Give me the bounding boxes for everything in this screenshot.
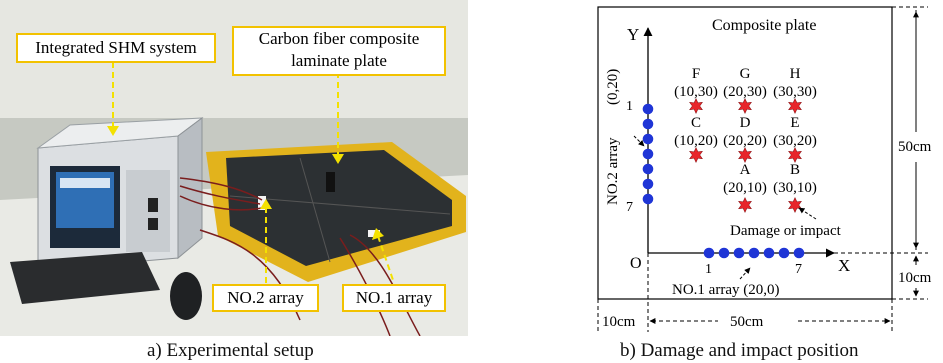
damage-star-b: [787, 196, 803, 214]
pointer-arrowheads: [107, 126, 384, 240]
array2-sensor: [642, 118, 654, 130]
plate-title: Composite plate: [712, 17, 816, 34]
damage-impact-label: Damage or impact: [730, 223, 842, 239]
array2-sensor: [642, 148, 654, 160]
point-coord-h: (30,30): [773, 84, 817, 100]
point-coord-e: (30,20): [773, 133, 817, 149]
plate-schematic: Composite plate Y X O 50cm 10cm 10cm 50c…: [597, 6, 932, 332]
shm-system-label: Integrated SHM system: [16, 33, 216, 63]
array2-first-index: 1: [626, 99, 633, 114]
damage-star-e: [787, 146, 803, 164]
array2-label: NO.2 array: [605, 137, 621, 205]
caption-experimental-setup: a) Experimental setup: [147, 340, 314, 361]
point-id-g: G: [740, 66, 751, 82]
damage-star-h: [787, 97, 803, 115]
array1-sensors: [703, 247, 805, 259]
array1-sensor: [718, 247, 730, 259]
plate-outline: [597, 6, 893, 300]
array1-label: NO.1 array (20,0): [672, 282, 779, 298]
array2-sensor: [642, 193, 654, 205]
damage-position-diagram: Composite plate Y X O 50cm 10cm 10cm 50c…: [580, 0, 943, 340]
point-coord-c: (10,20): [674, 133, 718, 149]
array1-sensor: [793, 247, 805, 259]
damage-star-c: [688, 146, 704, 164]
composite-plate: [206, 142, 466, 282]
point-id-h: H: [790, 66, 801, 82]
experimental-setup-photo: Integrated SHM system Carbon fiber compo…: [0, 0, 468, 337]
array1-sensor: [763, 247, 775, 259]
dim-10cm-bottom: 10cm: [602, 314, 636, 330]
plate-label-line1: Carbon fiber composite: [258, 29, 420, 48]
point-coord-g: (20,30): [723, 84, 767, 100]
array1-last-index: 7: [795, 262, 802, 277]
sensor-cables: [179, 177, 421, 337]
point-coord-a: (20,10): [723, 180, 767, 196]
array1-sensor: [778, 247, 790, 259]
dim-50cm-right: 50cm: [898, 139, 932, 155]
array2-sensor: [642, 103, 654, 115]
shm-instrument: [36, 117, 204, 271]
dim-10cm-right: 10cm: [898, 270, 932, 286]
plate-label-line2: laminate plate: [291, 51, 387, 70]
array1-sensor: [748, 247, 760, 259]
point-id-e: E: [790, 115, 799, 131]
dim-50cm-bottom: 50cm: [730, 314, 764, 330]
keyboard: [10, 252, 160, 304]
array1-sensor: [703, 247, 715, 259]
array2-photo-label: NO.2 array: [212, 284, 319, 312]
array2-coord: (0,20): [605, 69, 621, 105]
point-id-f: F: [692, 66, 700, 82]
array2-sensor: [642, 178, 654, 190]
y-axis-label: Y: [627, 25, 639, 44]
mouse: [170, 272, 202, 320]
point-id-b: B: [790, 162, 800, 178]
point-id-c: C: [691, 115, 701, 131]
array2-sensor: [642, 133, 654, 145]
array2-sensor: [642, 163, 654, 175]
point-id-d: D: [740, 115, 751, 131]
caption-damage-position: b) Damage and impact position: [620, 340, 859, 361]
point-coord-b: (30,10): [773, 180, 817, 196]
damage-star-g: [737, 97, 753, 115]
origin-label: O: [630, 255, 642, 272]
damage-star-d: [737, 146, 753, 164]
point-id-a: A: [740, 162, 751, 178]
point-coord-d: (20,20): [723, 133, 767, 149]
array1-photo-label: NO.1 array: [342, 284, 446, 312]
damage-star-f: [688, 97, 704, 115]
pointer-arrows: [112, 62, 395, 284]
damage-star-a: [737, 196, 753, 214]
plate-label: Carbon fiber composite laminate plate: [232, 26, 446, 76]
damage-points: F (10,30) G (20,30) H (30,30) C (10,20) D (20,20)…: [674, 66, 817, 214]
array1-sensor: [733, 247, 745, 259]
array2-sensors: [642, 103, 654, 205]
array2-last-index: 7: [626, 200, 633, 215]
array1-first-index: 1: [705, 262, 712, 277]
x-axis-label: X: [838, 256, 850, 275]
point-coord-f: (10,30): [674, 84, 718, 100]
